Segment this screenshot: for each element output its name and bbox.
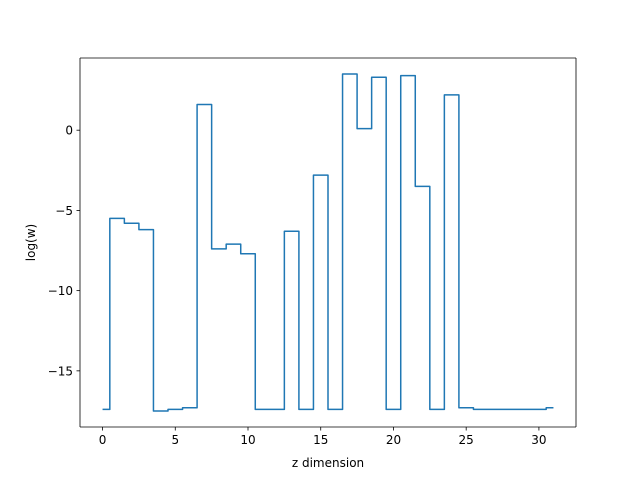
y-tick-label: −5 [55, 204, 73, 218]
y-tick-label: −10 [48, 284, 73, 298]
series-layer [102, 73, 554, 412]
x-tick-label: 30 [531, 433, 546, 447]
x-tick-label: 25 [459, 433, 474, 447]
x-ticks: 0 5 10 15 20 25 30 [99, 427, 547, 447]
y-tick-label: 0 [65, 124, 73, 138]
x-tick-label: 10 [240, 433, 255, 447]
x-tick-label: 20 [386, 433, 401, 447]
x-tick-label: 0 [99, 433, 107, 447]
x-axis-label: z dimension [292, 456, 364, 470]
y-ticks: −15 −10 −5 0 [48, 124, 80, 378]
y-tick-label: −15 [48, 364, 73, 378]
x-tick-label: 15 [313, 433, 328, 447]
y-axis-label: log(w) [24, 224, 38, 261]
x-tick-label: 5 [171, 433, 179, 447]
axes-layer [79, 57, 577, 428]
series-line-0 [102, 73, 554, 412]
